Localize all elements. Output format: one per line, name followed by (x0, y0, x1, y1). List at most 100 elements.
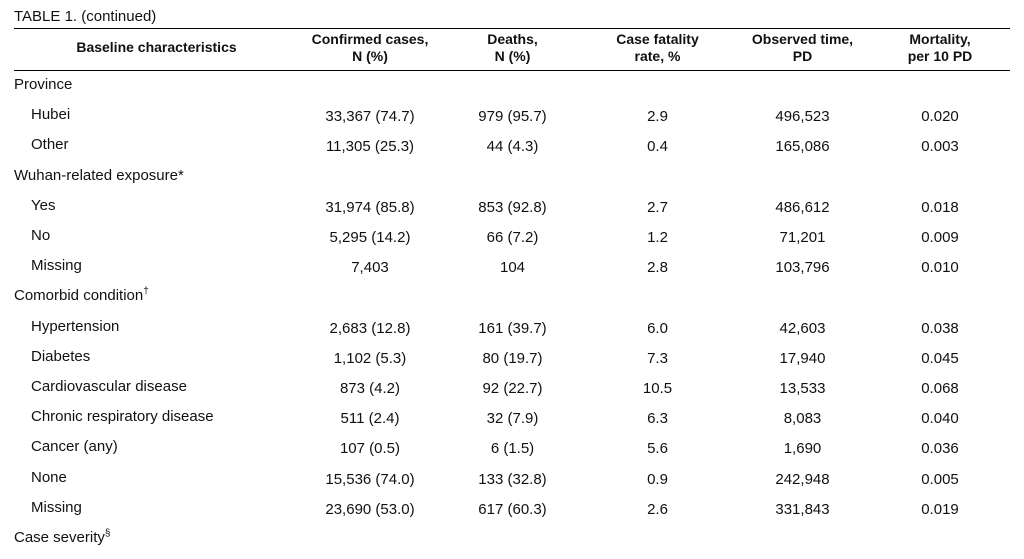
table-cell: 15,536 (74.0) (325, 470, 415, 488)
table-cell: 0.019 (921, 500, 959, 518)
header-label: Observed time, (751, 31, 854, 47)
table-cell: 0.018 (921, 198, 959, 216)
table-row: Diabetes 1,102 (5.3) 80 (19.7) 7.3 17,940 0.0… (0, 348, 1024, 378)
section-label: Case severity§ (14, 529, 110, 547)
table-cell: 496,523 (775, 108, 830, 126)
table-cell: 42,603 (779, 319, 826, 337)
table-cell: 0.010 (921, 259, 959, 277)
table-cell: 0.040 (921, 410, 959, 428)
table-row: Hubei 33,367 (74.7) 979 (95.7) 2.9 496,523 0.… (0, 106, 1024, 136)
table-cell: 0.005 (921, 470, 959, 488)
table-row: Missing 7,403 104 2.8 103,796 0.010 (0, 257, 1024, 287)
table-cell: 0.068 (921, 380, 959, 397)
table-cell: 1,690 (783, 440, 822, 458)
row-label-text: Other (31, 136, 69, 154)
row-label-text: Hypertension (31, 317, 120, 335)
table-cell: 80 (19.7) (482, 349, 543, 367)
header-mortality: Mortality, per 10 PD (875, 31, 1005, 69)
table-cell: 1,102 (5.3) (333, 349, 407, 367)
row-label: Cancer (any) (31, 438, 118, 456)
header-label: per 10 PD (907, 48, 973, 64)
section-label: Province (14, 76, 72, 94)
table-cell: 103,796 (775, 259, 830, 277)
header-confirmed-cases: Confirmed cases, N (%) (300, 31, 440, 69)
row-label-text: Chronic respiratory disease (31, 408, 214, 426)
table-row: Missing 23,690 (53.0) 617 (60.3) 2.6 331,843… (0, 499, 1024, 529)
table-cell: 873 (4.2) (339, 380, 401, 397)
table-cell: 6.0 (647, 319, 668, 337)
row-label-text: Yes (31, 196, 56, 214)
footnote-marker: † (143, 286, 149, 298)
table-cell: 2.6 (647, 500, 668, 518)
row-label: Missing (31, 499, 82, 517)
header-case-fatality-rate: Case fatality rate, % (585, 31, 730, 69)
table-cell: 2.9 (647, 108, 668, 126)
table-cell: 2.8 (647, 259, 668, 277)
header-label: N (%) (494, 48, 531, 64)
row-label-text: Comorbid condition (14, 287, 144, 305)
table-cell: 853 (92.8) (478, 198, 547, 216)
table-row: Yes 31,974 (85.8) 853 (92.8) 2.7 486,612 0.01… (0, 197, 1024, 227)
row-label-text: Hubei (31, 106, 71, 124)
table-cell: 11,305 (25.3) (325, 138, 415, 156)
table-cell: 7,403 (351, 259, 389, 277)
row-label: Hubei (31, 106, 70, 124)
section-label: Wuhan-related exposure* (14, 167, 184, 185)
table-cell: 0.009 (921, 229, 959, 246)
table-cell: 2,683 (12.8) (329, 319, 411, 337)
table-cell: 33,367 (74.7) (325, 108, 415, 126)
table-cell: 0.4 (647, 138, 668, 156)
header-label: Mortality, (909, 31, 971, 47)
row-label: Chronic respiratory disease (31, 408, 214, 426)
header-deaths: Deaths, N (%) (440, 31, 585, 69)
table-cell: 8,083 (783, 410, 822, 428)
footnote-marker: § (104, 528, 111, 539)
section-row: Comorbid condition† (0, 287, 1024, 317)
table-cell: 0.038 (921, 319, 959, 337)
table-cell: 979 (95.7) (478, 108, 547, 126)
table-cell: 331,843 (775, 500, 830, 518)
row-label: Other (31, 136, 69, 154)
row-label-text: Missing (31, 498, 82, 516)
table-cell: 161 (39.7) (478, 319, 547, 337)
row-label: Missing (31, 257, 82, 275)
table-cell: 511 (2.4) (340, 410, 400, 428)
table-cell: 6.3 (647, 410, 668, 428)
table-cell: 66 (7.2) (486, 229, 539, 246)
row-label-text: Case severity (14, 529, 105, 546)
section-row: Case severity§ (0, 529, 1024, 559)
header-label: PD (792, 48, 813, 64)
row-label-text: Cancer (any) (31, 438, 118, 456)
row-label-text: Diabetes (31, 347, 91, 365)
row-label-text: Missing (31, 257, 82, 275)
table-cell: 5.6 (647, 440, 668, 458)
table-cell: 165,086 (775, 138, 830, 156)
table-cell: 2.7 (647, 198, 668, 216)
row-label: Cardiovascular disease (31, 378, 187, 396)
table-caption: TABLE 1. (continued) (14, 8, 157, 25)
header-label: Case fatality (616, 31, 699, 47)
row-label-text: None (31, 468, 67, 486)
row-label-text: Wuhan-related exposure* (14, 166, 184, 184)
header-rule (14, 70, 1010, 71)
table-cell: 0.020 (921, 108, 959, 126)
table-cell: 7.3 (647, 349, 668, 367)
row-label-text: Province (14, 76, 73, 93)
table-cell: 0.045 (921, 349, 959, 367)
section-row: Province (0, 76, 1024, 106)
table-cell: 107 (0.5) (339, 440, 401, 458)
table-cell: 242,948 (775, 470, 830, 488)
table-cell: 486,612 (775, 198, 830, 216)
row-label: Diabetes (31, 348, 90, 366)
table-cell: 5,295 (14.2) (329, 229, 411, 246)
header-label: N (%) (352, 48, 388, 64)
table-cell: 0.003 (921, 138, 959, 156)
table-cell: 0.9 (647, 470, 668, 488)
table-cell: 0.036 (921, 440, 959, 458)
table-cell: 133 (32.8) (478, 470, 547, 488)
row-label: None (31, 469, 67, 487)
header-label: Baseline characteristics (76, 39, 237, 55)
table-cell: 31,974 (85.8) (325, 198, 415, 216)
table-cell: 71,201 (779, 229, 826, 246)
table-cell: 17,940 (779, 349, 826, 367)
